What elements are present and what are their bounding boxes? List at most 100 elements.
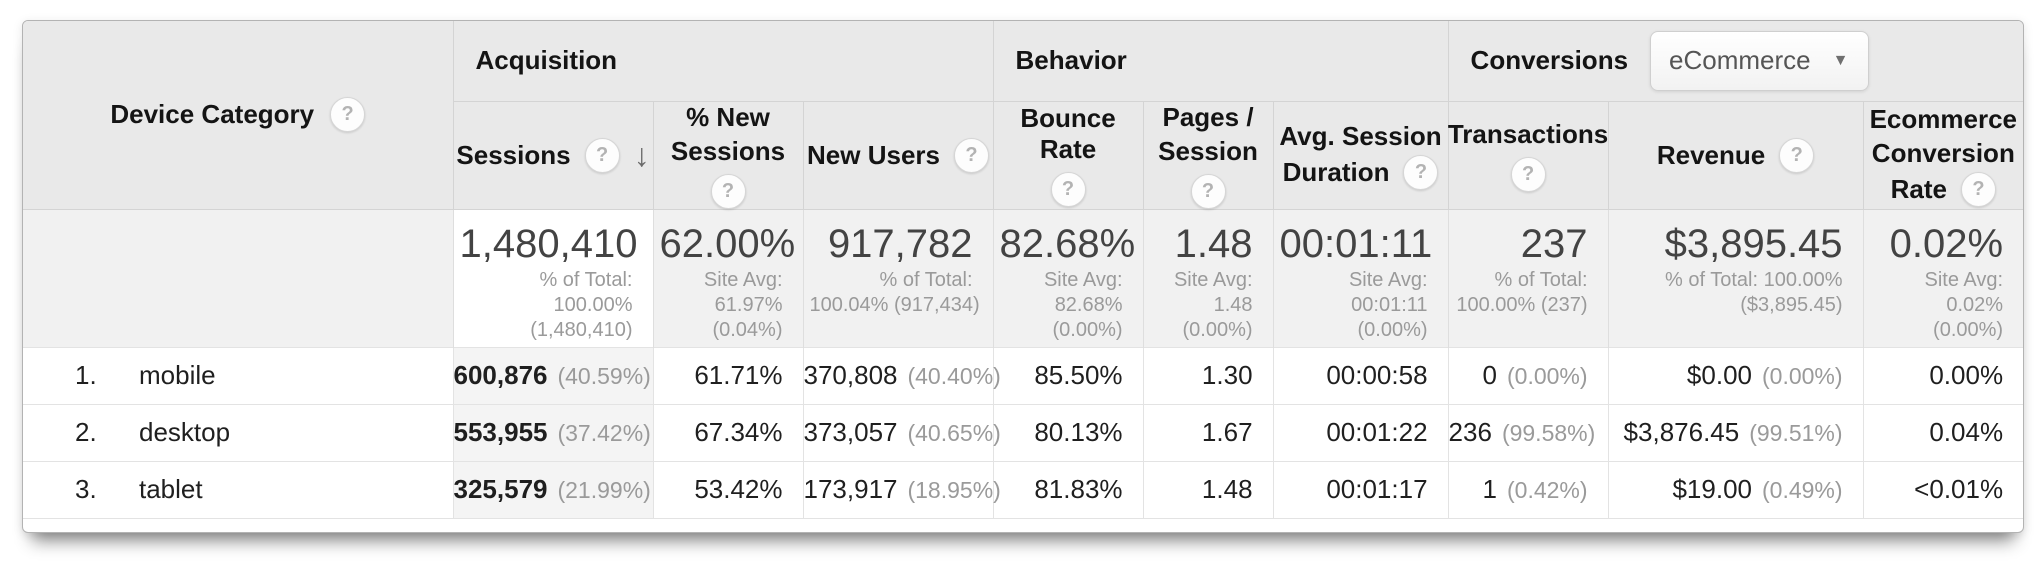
summary-spacer	[23, 208, 453, 347]
avg-session-duration-label-line2: Duration	[1282, 156, 1390, 187]
ecommerce-cr-label-line1: Ecommerce	[1869, 103, 2018, 134]
pages-session-label-line1: Pages /	[1162, 101, 1254, 132]
summary-new-users-sub: % of Total: 100.04% (917,434)	[809, 268, 980, 316]
cell-revenue: $3,876.45 (99.51%)	[1607, 403, 1864, 461]
cell-revenue: $19.00 (0.49%)	[1607, 460, 1864, 519]
cell-pct-new-sessions: 53.42%	[652, 460, 803, 519]
column-header-pages-session[interactable]: Pages / Session ?	[1142, 101, 1274, 209]
cell-ecommerce-conversion-rate: 0.00%	[1862, 346, 2023, 404]
help-icon[interactable]: ?	[1779, 137, 1815, 173]
device-category-table: Device Category ? Acquisition Behavior C…	[23, 21, 2023, 519]
column-header-ecommerce-conversion-rate[interactable]: Ecommerce Conversion Rate ?	[1862, 101, 2023, 209]
ecommerce-dropdown-value: eCommerce	[1669, 45, 1811, 76]
device-category-label: Device Category	[110, 99, 315, 130]
bounce-rate-label: Bounce Rate	[1020, 103, 1116, 164]
help-icon[interactable]: ?	[584, 137, 620, 173]
group-header-conversions: Conversions eCommerce ▼	[1447, 21, 2023, 102]
row-index: 2.	[75, 417, 97, 447]
cell-bounce-rate: 81.83%	[992, 460, 1144, 519]
summary-revenue: $3,895.45 % of Total: 100.00% ($3,895.45)	[1607, 208, 1864, 347]
column-header-bounce-rate[interactable]: Bounce Rate ?	[992, 101, 1144, 209]
cell-transactions: 0 (0.00%)	[1447, 346, 1609, 404]
group-header-behavior: Behavior	[992, 21, 1449, 102]
cell-device-category: 2. desktop	[23, 403, 453, 461]
cell-transactions: 236 (99.58%)	[1447, 403, 1609, 461]
cell-avg-session-duration: 00:00:58	[1272, 346, 1449, 404]
help-icon[interactable]: ?	[1960, 171, 1996, 207]
summary-avg-session-duration-value: 00:01:11	[1279, 221, 1433, 266]
column-header-new-users[interactable]: New Users ?	[802, 101, 994, 209]
chevron-down-icon: ▼	[1832, 51, 1849, 69]
help-icon[interactable]: ?	[1510, 156, 1546, 192]
table-row: 3. tablet 325,579 (21.99%) 53.42% 173,917(…	[23, 460, 2023, 519]
summary-pages-session-sub: Site Avg: 1.48 (0.00%)	[1173, 268, 1253, 341]
summary-bounce-rate: 82.68% Site Avg: 82.68% (0.00%)	[992, 208, 1144, 347]
group-header-acquisition: Acquisition	[452, 21, 994, 102]
device-category-value: tablet	[139, 474, 203, 504]
help-icon[interactable]: ?	[954, 137, 989, 173]
cell-avg-session-duration: 00:01:22	[1272, 403, 1449, 461]
summary-sessions-sub: % of Total: 100.00% (1,480,410)	[530, 268, 633, 341]
pages-session-label-line2: Session	[1158, 135, 1258, 166]
column-header-sessions[interactable]: Sessions ? ↓	[452, 101, 653, 209]
sort-descending-icon[interactable]: ↓	[633, 136, 650, 173]
summary-bounce-rate-value: 82.68%	[999, 221, 1136, 266]
summary-new-users-value: 917,782	[827, 221, 973, 266]
summary-bounce-rate-sub: Site Avg: 82.68% (0.00%)	[1043, 268, 1123, 341]
cell-device-category: 3. tablet	[23, 460, 453, 519]
summary-sessions-value: 1,480,410	[459, 221, 638, 266]
summary-avg-session-duration-sub: Site Avg: 00:01:11 (0.00%)	[1348, 268, 1428, 341]
table-row: 2. desktop 553,955 (37.42%) 67.34% 373,057…	[23, 403, 2023, 461]
sessions-label: Sessions	[456, 139, 571, 170]
ecommerce-cr-label-line2: Conversion	[1871, 137, 2015, 168]
summary-pct-new-sessions: 62.00% Site Avg: 61.97% (0.04%)	[652, 208, 803, 347]
cell-sessions: 600,876 (40.59%)	[452, 346, 653, 404]
summary-sessions: 1,480,410 % of Total: 100.00% (1,480,410)	[452, 208, 653, 347]
cell-revenue: $0.00 (0.00%)	[1607, 346, 1864, 404]
row-index: 1.	[75, 360, 97, 390]
column-header-revenue[interactable]: Revenue ?	[1607, 101, 1864, 209]
cell-pages-session: 1.30	[1142, 346, 1274, 404]
summary-ecommerce-cr-value: 0.02%	[1889, 221, 2004, 266]
cell-sessions: 325,579 (21.99%)	[452, 460, 653, 519]
summary-avg-session-duration: 00:01:11 Site Avg: 00:01:11 (0.00%)	[1272, 208, 1449, 347]
avg-session-duration-label-line1: Avg. Session	[1279, 120, 1442, 151]
column-header-transactions[interactable]: Transactions ?	[1447, 101, 1609, 209]
cell-sessions: 553,955 (37.42%)	[452, 403, 653, 461]
cell-new-users: 173,917 (18.95%)	[802, 460, 1001, 519]
acquisition-label: Acquisition	[475, 45, 618, 76]
summary-transactions-sub: % of Total: 100.00% (237)	[1456, 268, 1588, 316]
behavior-label: Behavior	[1015, 45, 1127, 76]
help-icon[interactable]: ?	[1190, 173, 1226, 209]
column-header-pct-new-sessions[interactable]: % New Sessions ?	[652, 101, 803, 209]
column-header-avg-session-duration[interactable]: Avg. Session Duration ?	[1272, 101, 1449, 209]
transactions-label: Transactions	[1447, 118, 1609, 149]
help-icon[interactable]: ?	[1403, 154, 1439, 190]
help-icon[interactable]: ?	[330, 97, 366, 133]
summary-pct-new-sessions-value: 62.00%	[659, 221, 796, 266]
pct-new-sessions-label-line1: % New	[686, 101, 770, 132]
summary-row: 1,480,410 % of Total: 100.00% (1,480,410) …	[23, 208, 2023, 347]
summary-revenue-sub: % of Total: 100.00% ($3,895.45)	[1665, 268, 1843, 316]
summary-transactions: 237 % of Total: 100.00% (237)	[1447, 208, 1609, 347]
cell-pct-new-sessions: 67.34%	[652, 403, 803, 461]
cell-ecommerce-conversion-rate: 0.04%	[1862, 403, 2023, 461]
device-category-value: desktop	[139, 417, 231, 447]
summary-transactions-value: 237	[1520, 221, 1588, 266]
cell-ecommerce-conversion-rate: <0.01%	[1862, 460, 2023, 519]
summary-new-users: 917,782 % of Total: 100.04% (917,434)	[802, 208, 994, 347]
ecommerce-cr-label-line3: Rate	[1890, 173, 1947, 204]
cell-bounce-rate: 80.13%	[992, 403, 1144, 461]
cell-pages-session: 1.48	[1142, 460, 1274, 519]
table-row: 1. mobile 600,876 (40.59%) 61.71% 370,808(…	[23, 346, 2023, 404]
ecommerce-dropdown[interactable]: eCommerce ▼	[1650, 30, 1870, 91]
analytics-data-table-card: Device Category ? Acquisition Behavior C…	[22, 20, 2024, 533]
help-icon[interactable]: ?	[1050, 172, 1086, 207]
column-header-device-category[interactable]: Device Category ?	[23, 21, 454, 209]
help-icon[interactable]: ?	[710, 173, 746, 209]
cell-avg-session-duration: 00:01:17	[1272, 460, 1449, 519]
cell-new-users: 370,808 (40.40%)	[802, 346, 1001, 404]
pct-new-sessions-label-line2: Sessions	[670, 135, 786, 166]
summary-pages-session-value: 1.48	[1174, 221, 1253, 266]
summary-pct-new-sessions-sub: Site Avg: 61.97% (0.04%)	[703, 268, 783, 341]
